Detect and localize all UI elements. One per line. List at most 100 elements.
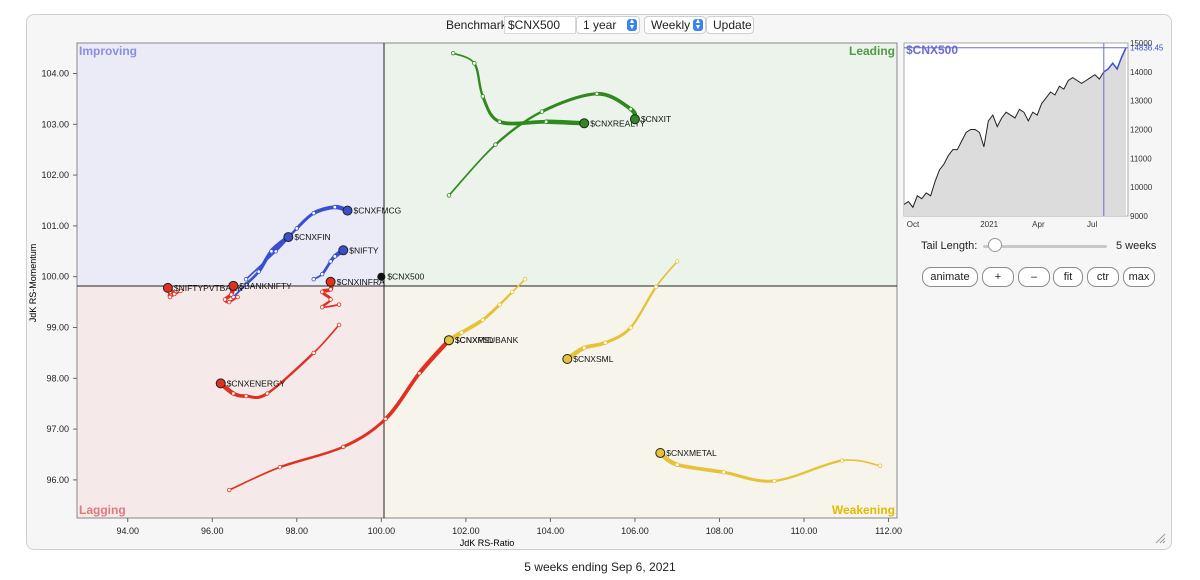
center-button[interactable]: ctr (1087, 267, 1119, 287)
trail-point (235, 294, 240, 300)
trail-label: $CNXMID (455, 335, 493, 345)
trail-point (341, 444, 346, 450)
tail-length-slider[interactable] (983, 245, 1107, 248)
trail-head-point[interactable] (342, 205, 353, 216)
trail-head-point[interactable] (215, 378, 226, 389)
trail-point (178, 288, 183, 294)
trail-point (594, 91, 600, 97)
trail-point (328, 297, 333, 302)
max-button[interactable]: max (1123, 267, 1155, 287)
mini-x-tick-label: Oct (907, 220, 920, 229)
trail-segment (341, 417, 388, 449)
trail-nifty[interactable]: $NIFTY (311, 245, 379, 282)
trail-cnxfmcg[interactable]: $CNXFMCG (243, 204, 401, 282)
trail-cnxfin[interactable]: $CNXFIN (231, 232, 331, 300)
benchmark-center-label: $CNX500 (387, 272, 424, 282)
trail-segment (540, 92, 599, 114)
trail-point (311, 210, 316, 216)
trail-point (311, 350, 316, 356)
quadrant-label-leading: Leading (849, 44, 895, 58)
quadrant-weakening (384, 286, 897, 518)
trail-label: $CNXFIN (294, 232, 330, 242)
x-tick-label: 110.00 (791, 526, 818, 536)
trail-head-point[interactable] (579, 118, 590, 129)
trail-cnxinfra[interactable]: $CNXINFRA (319, 276, 385, 310)
trail-head-point[interactable] (655, 447, 666, 458)
trail-label: $CNXIT (641, 114, 671, 124)
trail-cnxmetal[interactable]: $CNXMETAL (655, 447, 883, 484)
interval-value: Weekly (651, 18, 691, 32)
x-axis-title: JdK RS-Ratio (460, 538, 515, 548)
trail-head-point[interactable] (228, 280, 239, 291)
trail-segment (722, 470, 776, 483)
trail-head-point[interactable] (629, 114, 640, 125)
x-tick-label: 98.00 (286, 526, 309, 536)
tail-length-value: 5 weeks (1116, 240, 1157, 252)
zoom-in-button[interactable]: + (982, 267, 1014, 287)
trail-head-point[interactable] (283, 232, 294, 243)
trail-label: $CNXSML (573, 354, 613, 364)
trail-banknifty[interactable]: $BANKNIFTY (222, 280, 292, 305)
trail-segment (278, 445, 345, 469)
benchmark-input[interactable]: $CNX500 (504, 16, 576, 34)
trail-head-point[interactable] (162, 282, 173, 293)
y-tick-label: 100.00 (41, 272, 69, 282)
trail-point (480, 94, 485, 99)
y-tick-label: 101.00 (41, 221, 69, 231)
benchmark-label: Benchmark: (446, 18, 511, 32)
trail-segment (629, 285, 658, 329)
x-tick-label: 96.00 (201, 526, 224, 536)
trail-head-point[interactable] (325, 276, 336, 287)
tail-length-label: Tail Length: (921, 240, 978, 252)
trail-point (510, 289, 515, 295)
trail-point (877, 463, 883, 468)
animate-button[interactable]: animate (922, 267, 978, 287)
interval-select[interactable]: Weekly ▲ ▼ (644, 16, 706, 34)
trail-point (222, 297, 228, 302)
trail-segment (481, 94, 502, 124)
trail-point (311, 277, 316, 282)
plot-border (76, 42, 898, 519)
trail-point (582, 345, 587, 351)
trail-cnxenergy[interactable]: $CNXENERGY (215, 322, 342, 400)
zoom-out-button[interactable]: – (1018, 267, 1050, 287)
update-button[interactable]: Update (706, 16, 754, 34)
y-tick-label: 102.00 (41, 170, 69, 180)
tail-length-slider-knob[interactable] (988, 238, 1003, 252)
trail-label: $CNXREALTY (590, 118, 645, 128)
trail-point (459, 330, 464, 335)
trail-point (226, 299, 232, 305)
trail-niftypvtbank[interactable]: $NIFTYPVTBANK (162, 282, 243, 300)
control-bar: Benchmark: $CNX500 1 year ▲ ▼ Weekly ▲ ▼ U… (0, 16, 1200, 36)
trail-label: $BANKNIFTY (239, 281, 292, 291)
fit-button[interactable]: fit (1053, 267, 1083, 287)
quadrant-label-improving: Improving (79, 44, 137, 58)
trail-point (472, 61, 477, 66)
mini-last-value: 14836.45 (1130, 44, 1164, 53)
mini-x-tick-label: 2021 (980, 220, 998, 229)
trail-point (653, 284, 659, 290)
mini-y-tick-label: 14000 (1130, 68, 1153, 77)
trail-cnxmid[interactable]: $CNXMID (443, 277, 528, 346)
trail-cnxit[interactable]: $CNXIT (446, 91, 671, 198)
trail-label: $NIFTY (349, 245, 379, 255)
trail-head-point[interactable] (562, 353, 573, 364)
period-select[interactable]: 1 year ▲ ▼ (576, 16, 640, 34)
trail-point (603, 340, 608, 345)
trail-head-point[interactable] (338, 245, 349, 256)
trail-cnxrealty[interactable]: $CNXREALTY (450, 50, 646, 129)
trail-label: $CNXMETAL (666, 448, 717, 458)
trail-point (543, 119, 549, 124)
trail-cnxsml[interactable]: $CNXSML (562, 259, 680, 364)
trail-point (243, 393, 249, 399)
trail-segment (675, 462, 726, 475)
trail-head-point[interactable] (443, 335, 454, 346)
x-tick-label: 94.00 (116, 526, 139, 536)
trail-point (539, 109, 545, 114)
resize-grip-icon[interactable] (1154, 532, 1166, 544)
trail-point (628, 325, 633, 330)
y-tick-label: 99.00 (46, 322, 69, 332)
trail-point (319, 304, 325, 310)
period-caption: 5 weeks ending Sep 6, 2021 (524, 560, 676, 574)
